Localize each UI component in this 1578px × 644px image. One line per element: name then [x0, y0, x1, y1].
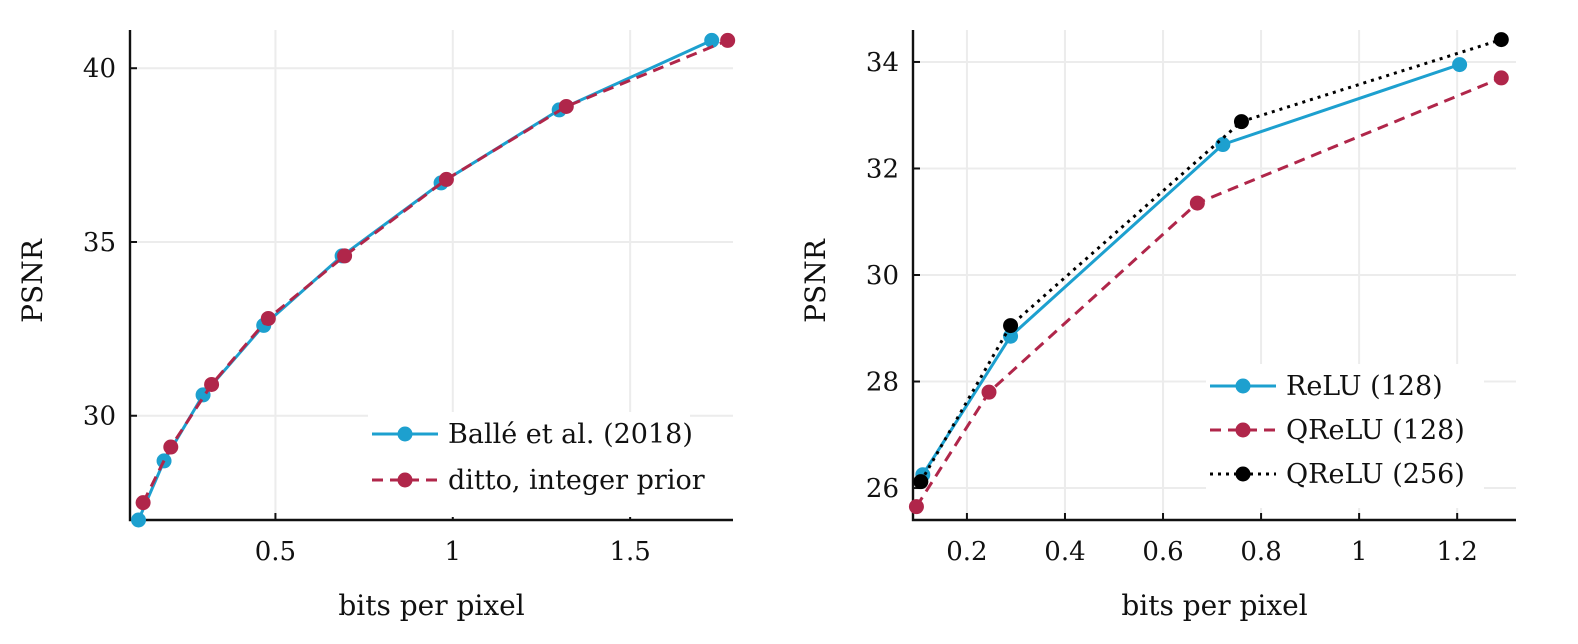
data-point: [720, 32, 736, 48]
x-axis-label: bits per pixel: [1121, 589, 1307, 622]
legend: Ballé et al. (2018) ditto, integer prior: [368, 412, 705, 517]
data-point: [704, 32, 720, 48]
legend-background: [1206, 364, 1484, 508]
series-line: [921, 63, 1461, 476]
y-axis-label: PSNR: [799, 238, 832, 323]
data-point: [438, 171, 454, 187]
data-point: [1233, 114, 1249, 130]
series-line: [915, 76, 1502, 508]
axes: [128, 30, 733, 522]
data-point: [981, 384, 997, 400]
data-point: [558, 98, 574, 114]
y-tick-label: 40: [83, 54, 116, 84]
legend: ReLU (128) QReLU (128) QReLU (256): [1206, 364, 1484, 508]
data-point: [163, 439, 179, 455]
data-point: [135, 495, 151, 511]
data-point: [1003, 328, 1019, 344]
series-line: [141, 39, 729, 504]
data-point: [908, 499, 924, 515]
x-tick-label: 1.5: [609, 537, 650, 567]
series-line: [919, 38, 1502, 483]
legend-label: ditto, integer prior: [448, 465, 705, 496]
x-tick-label: 1.2: [1436, 537, 1477, 567]
data-point: [260, 310, 276, 326]
series-2: [908, 70, 1509, 515]
legend-label: Ballé et al. (2018): [448, 419, 693, 450]
legend-label: ReLU (128): [1286, 371, 1443, 402]
y-tick-label: 32: [866, 154, 899, 184]
data-point: [913, 474, 929, 490]
series-1: [915, 57, 1468, 483]
data-point: [131, 512, 147, 528]
data-point: [204, 376, 220, 392]
x-tick-label: 0.5: [255, 537, 296, 567]
data-point: [1493, 70, 1509, 86]
y-tick-label: 35: [83, 228, 116, 258]
y-axis-label: PSNR: [16, 238, 49, 323]
x-axis-label: bits per pixel: [338, 589, 524, 622]
x-tick-label: 1: [1351, 537, 1368, 567]
legend-marker: [397, 426, 413, 442]
x-tick-label: 0.2: [946, 537, 987, 567]
chart-panel-1: 0.5 1 1.5 30 35 40 bits per pixel PSNR Ballé et …: [16, 30, 736, 622]
legend-marker: [397, 472, 413, 488]
data-point: [1493, 32, 1509, 48]
x-tick-label: 0.4: [1044, 537, 1085, 567]
y-tick-label: 26: [866, 474, 899, 504]
legend-marker: [1235, 422, 1251, 438]
x-tick-label: 1: [445, 537, 462, 567]
chart-panel-2: 0.2 0.4 0.6 0.8 1 1.2 26 28 30 32 34 bits per pixel…: [799, 30, 1516, 622]
x-tick-label: 0.8: [1240, 537, 1281, 567]
data-point: [1452, 57, 1468, 73]
legend-marker: [1235, 378, 1251, 394]
data-point: [1189, 195, 1205, 211]
y-tick-label: 28: [866, 368, 899, 398]
series-3: [913, 32, 1509, 490]
y-tick-label: 30: [83, 402, 116, 432]
series-2: [135, 32, 736, 511]
axes: [911, 30, 1516, 522]
data-point: [337, 248, 353, 264]
legend-label: QReLU (256): [1286, 459, 1465, 490]
legend-label: QReLU (128): [1286, 415, 1465, 446]
y-tick-label: 30: [866, 261, 899, 291]
x-tick-label: 0.6: [1142, 537, 1183, 567]
data-point: [1215, 137, 1231, 153]
legend-marker: [1235, 466, 1251, 482]
y-tick-label: 34: [866, 48, 899, 78]
data-point: [1003, 318, 1019, 334]
legend-background: [368, 412, 690, 517]
